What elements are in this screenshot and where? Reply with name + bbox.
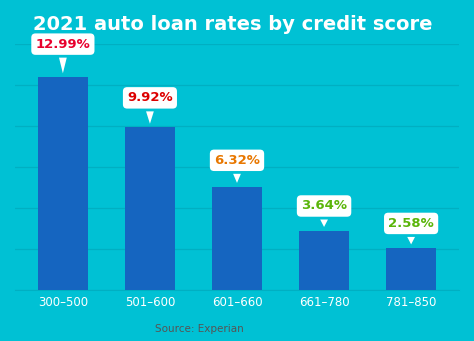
Text: 6.32%: 6.32%: [214, 154, 260, 183]
Text: Source: Experian: Source: Experian: [155, 324, 244, 334]
Text: 12.99%: 12.99%: [36, 38, 90, 73]
Bar: [386, 248, 437, 291]
Bar: [125, 128, 175, 291]
Text: 2021 auto loan rates by credit score: 2021 auto loan rates by credit score: [33, 15, 432, 34]
Text: 3.64%: 3.64%: [301, 199, 347, 227]
Bar: [299, 231, 349, 291]
Bar: [37, 77, 88, 291]
Text: 2.58%: 2.58%: [388, 217, 434, 244]
Text: 9.92%: 9.92%: [127, 91, 173, 124]
Bar: [212, 187, 262, 291]
